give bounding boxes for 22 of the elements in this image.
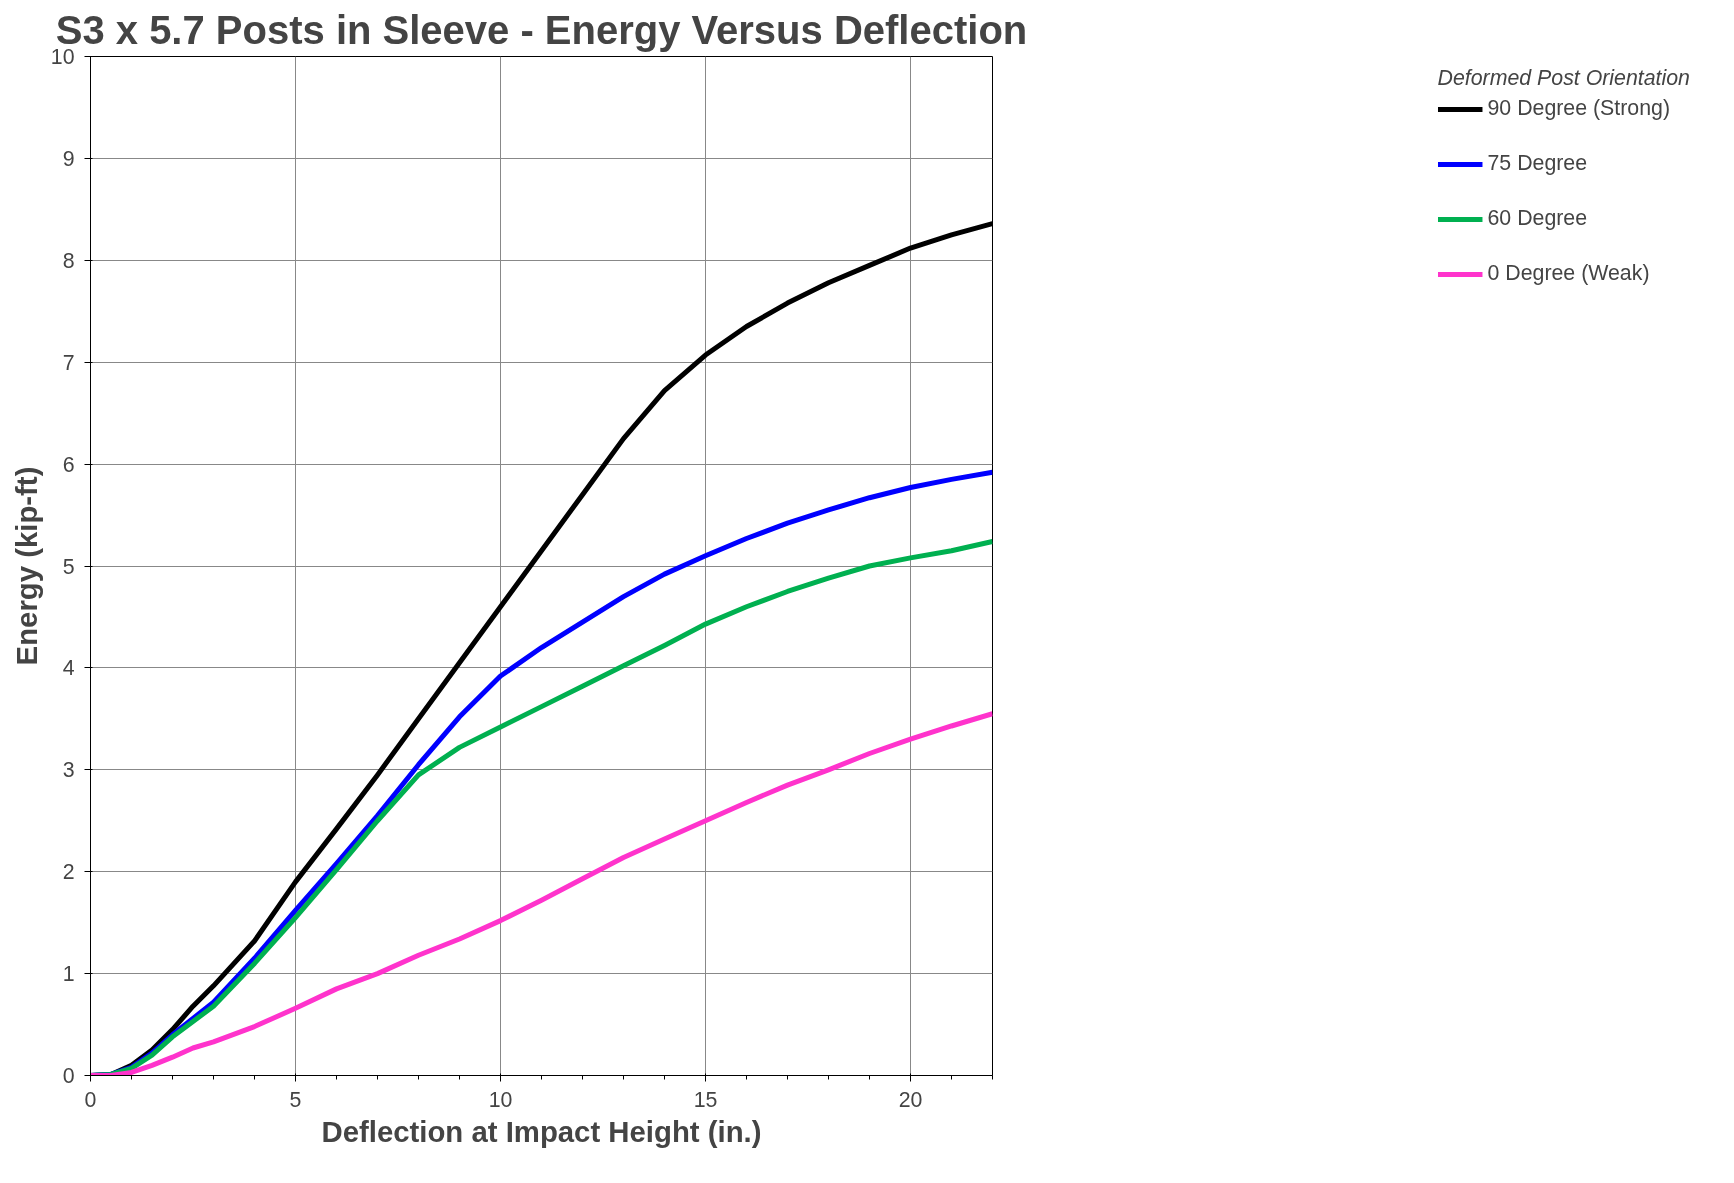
y-tick-label: 8 <box>62 248 75 273</box>
legend-label: 60 Degree <box>1487 206 1588 231</box>
x-axis-title: Deflection at Impact Height (in.) <box>321 1114 762 1148</box>
y-tick-label: 2 <box>62 860 75 885</box>
y-tick-label: 1 <box>62 962 75 987</box>
x-tick-label: 10 <box>488 1087 513 1112</box>
legend-label: 90 Degree (Strong) <box>1487 96 1671 121</box>
y-tick-label: 4 <box>62 656 75 681</box>
y-tick-label: 3 <box>62 758 75 783</box>
y-axis-title: Energy (kip-ft) <box>9 466 43 666</box>
legend-label: 75 Degree <box>1487 151 1588 176</box>
y-tick-label: 9 <box>62 146 75 171</box>
x-tick-label: 15 <box>693 1087 718 1112</box>
y-tick-label: 6 <box>62 452 75 477</box>
y-tick-label: 7 <box>62 350 75 375</box>
x-tick-label: 5 <box>289 1087 302 1112</box>
legend-title: Deformed Post Orientation <box>1437 66 1690 91</box>
x-tick-label: 0 <box>84 1087 97 1112</box>
y-tick-label: 5 <box>62 554 75 579</box>
y-tick-label: 0 <box>62 1064 75 1088</box>
x-tick-label: 20 <box>898 1087 923 1112</box>
legend-label: 0 Degree (Weak) <box>1487 261 1650 286</box>
